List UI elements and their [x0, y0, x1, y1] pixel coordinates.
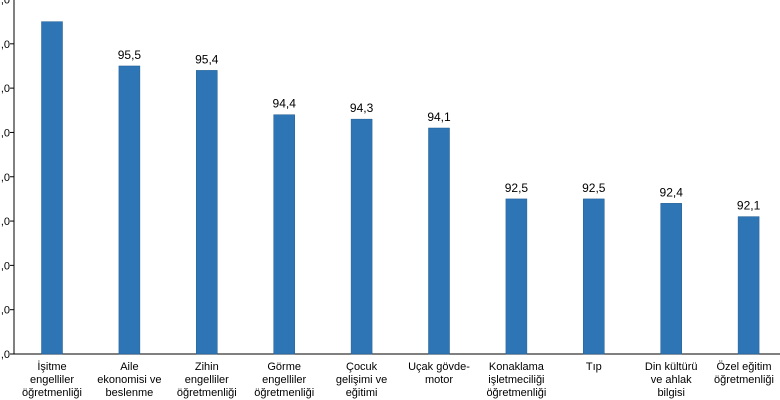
bar — [737, 216, 760, 355]
category-label-line: motor — [425, 374, 453, 386]
category-label-line: Tıp — [586, 361, 602, 373]
category-label-line: Zihin — [195, 361, 219, 373]
bar — [583, 198, 605, 355]
category-label-line: bilgisi — [657, 387, 685, 399]
y-tick-label: ,0 — [1, 172, 10, 184]
data-label: 95,4 — [195, 52, 219, 66]
category-label: Tıp — [586, 361, 602, 373]
category-label-line: öğretmenliği — [22, 387, 82, 399]
data-label: 92,5 — [505, 181, 529, 195]
category-label-line: öğretmenliği — [177, 387, 237, 399]
category-label-line: engelliler — [262, 374, 306, 386]
category-label: Görme engelliler öğretmenliği — [254, 361, 314, 399]
category-label-line: Uçak gövde- — [408, 361, 470, 373]
category-label-line: Çocuk — [346, 361, 378, 373]
category-label-line: öğretmenliği — [486, 387, 546, 399]
category-label: Konaklama işletmeciliği öğretmenliği — [486, 361, 546, 399]
data-label: 95,5 — [118, 48, 142, 62]
y-tick-label: ,0 — [1, 216, 10, 228]
bar — [41, 21, 63, 355]
category-label: Zihin engelliler öğretmenliği — [177, 361, 237, 399]
category-label-line: öğretmenliği — [714, 374, 774, 386]
y-tick-label: ,0 — [1, 260, 10, 272]
bar — [428, 127, 450, 355]
y-tick-label: ,0 — [1, 127, 10, 139]
bar — [118, 65, 141, 355]
category-label-line: gelişimi ve — [336, 374, 387, 386]
category-label: Çocuk gelişimi ve eğitimi — [336, 361, 387, 399]
category-label-line: engelliler — [185, 374, 229, 386]
category-label: Özel eğitim öğretmenliği — [714, 361, 774, 386]
category-label-line: öğretmenliği — [254, 387, 314, 399]
bar — [505, 198, 528, 355]
y-tick-label: ,0 — [1, 0, 10, 7]
category-label-line: Aile — [120, 361, 138, 373]
y-tick-label: ,0 — [1, 305, 10, 317]
bar — [273, 114, 295, 355]
category-label-line: beslenme — [106, 387, 154, 399]
bar — [196, 70, 218, 355]
category-label-line: engelliler — [30, 374, 74, 386]
category-label: Din kültürü ve ahlak bilgisi — [645, 361, 698, 399]
y-axis-ticks: ,0 ,0 ,0 ,0 ,0 ,0 ,0 ,0 ,0 — [1, 0, 14, 361]
bars-group — [41, 21, 760, 355]
category-label-line: Din kültürü — [645, 361, 698, 373]
y-tick-label: ,0 — [1, 39, 10, 51]
data-label: 92,1 — [737, 199, 761, 213]
y-tick-label: ,0 — [1, 83, 10, 95]
category-label-line: İşitme — [37, 360, 66, 373]
data-label: 94,1 — [427, 110, 451, 124]
category-label-line: Görme — [267, 361, 301, 373]
data-label: 94,4 — [273, 97, 297, 111]
category-label-line: Konaklama — [489, 361, 545, 373]
data-label: 92,5 — [582, 181, 606, 195]
category-label-line: ekonomisi ve — [97, 374, 161, 386]
category-label-line: işletmeciliği — [488, 374, 544, 386]
y-tick-label: ,0 — [1, 349, 10, 361]
category-label: Uçak gövde-motor — [408, 361, 470, 386]
category-label: İşitme engelliler öğretmenliği — [22, 360, 82, 399]
data-label: 92,4 — [660, 185, 684, 199]
category-label-line: eğitimi — [346, 387, 378, 399]
category-label-line: Özel eğitim — [716, 361, 771, 373]
category-label: Aile ekonomisi ve beslenme — [97, 361, 161, 399]
data-labels-group: 95,5 95,4 94,4 94,3 94,1 92,5 92,5 92,4 92,1 — [118, 48, 761, 213]
bar — [660, 203, 682, 355]
category-label-line: ve ahlak — [651, 374, 692, 386]
data-label: 94,3 — [350, 101, 374, 115]
bar — [350, 118, 373, 355]
